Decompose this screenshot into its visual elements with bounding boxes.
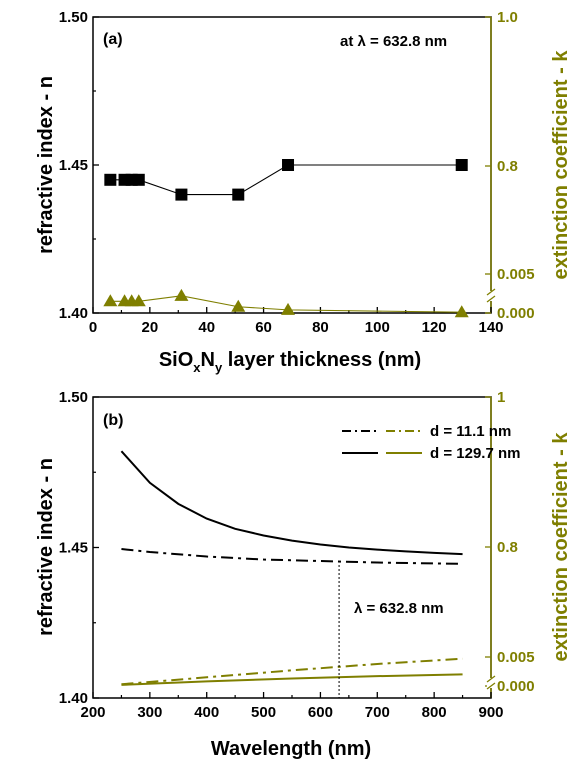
legend-label: d = 129.7 nm xyxy=(430,445,520,462)
y-tick-label: 1.45 xyxy=(59,157,88,174)
y-tick-label: 1.40 xyxy=(59,305,88,322)
panel-label: (a) xyxy=(103,31,123,48)
y-axis-label: refractive index - n xyxy=(35,458,57,636)
n-data-point xyxy=(455,159,468,171)
wavelength-annotation: λ = 632.8 nm xyxy=(354,600,444,617)
n-data-point xyxy=(132,173,145,186)
y-tick-label: 1.50 xyxy=(59,389,88,406)
n-curve xyxy=(120,450,463,556)
x-tick-label: 500 xyxy=(251,704,276,721)
x-tick-label: 80 xyxy=(312,319,329,336)
y-axis-label: refractive index - n xyxy=(35,76,57,254)
k-data-point xyxy=(174,288,189,301)
axis-break-gap xyxy=(487,678,495,688)
k-curve xyxy=(121,673,463,686)
n-data-point xyxy=(232,188,245,201)
x-tick-label: 200 xyxy=(80,704,105,721)
y2-axis-label: extinction coefficient - k xyxy=(550,50,572,280)
x-tick-label: 600 xyxy=(308,704,333,721)
k-data-point xyxy=(103,294,118,307)
y2-ticks: 0.8 1.0 0.000 0.005 xyxy=(485,9,535,322)
x-tick-label: 100 xyxy=(365,319,390,336)
x-tick-label: 40 xyxy=(198,319,215,336)
y-ticks: 1.40 1.45 1.50 xyxy=(59,9,99,322)
x-tick-label: 400 xyxy=(194,704,219,721)
y2-tick-label: 0.000 xyxy=(497,678,535,695)
y-tick-label: 1.50 xyxy=(59,9,88,26)
data-marks xyxy=(103,159,469,318)
panel-b: 200 300 400 500 600 700 800 900 1.40 1.45 1.50 0.… xyxy=(35,389,572,760)
y2-axis-label: extinction coefficient - k xyxy=(550,432,572,662)
y-tick-label: 1.40 xyxy=(59,690,88,707)
y-ticks: 1.40 1.45 1.50 xyxy=(59,389,99,707)
k-data-point xyxy=(454,305,469,318)
y2-tick-label: 0.000 xyxy=(497,305,535,322)
axis-break-mark xyxy=(486,295,496,303)
x-tick-label: 900 xyxy=(478,704,503,721)
n-data-point xyxy=(175,188,188,201)
legend-label: d = 11.1 nm xyxy=(430,423,511,440)
x-ticks: 0 20 40 60 80 100 120 140 xyxy=(89,307,504,336)
y2-ticks: 0.8 1 0.000 0.005 xyxy=(485,389,535,695)
y2-tick-label: 0.8 xyxy=(497,539,518,556)
y2-tick-label: 1 xyxy=(497,389,505,406)
y2-tick-label: 0.8 xyxy=(497,158,518,175)
x-tick-label: 700 xyxy=(365,704,390,721)
x-tick-label: 20 xyxy=(142,319,159,336)
x-axis-label: SiOxNy layer thickness (nm) xyxy=(159,349,421,375)
x-ticks: 200 300 400 500 600 700 800 900 xyxy=(80,692,504,721)
x-tick-label: 0 xyxy=(89,319,97,336)
plot-frame xyxy=(92,396,492,699)
n-data-point xyxy=(104,173,117,186)
k-data-point xyxy=(281,302,296,315)
axis-break-gap xyxy=(487,291,495,301)
panel-label: (b) xyxy=(103,412,123,429)
panel-a: 0 20 40 60 80 100 120 140 1.401.451.50 0.81.00.… xyxy=(35,9,572,375)
axis-break-mark xyxy=(486,288,496,296)
x-tick-label: 60 xyxy=(255,319,272,336)
y2-tick-label: 0.005 xyxy=(497,266,535,283)
k-data-point xyxy=(231,299,246,312)
y2-tick-label: 0.005 xyxy=(497,649,535,666)
k-curve xyxy=(121,657,463,686)
x-tick-label: 140 xyxy=(478,319,503,336)
n-curve xyxy=(121,548,463,565)
x-tick-label: 800 xyxy=(422,704,447,721)
axis-break-mark xyxy=(486,682,496,690)
x-axis-label: Wavelength (nm) xyxy=(211,738,371,760)
x-tick-label: 120 xyxy=(422,319,447,336)
axis-break-mark xyxy=(486,675,496,683)
y-tick-label: 1.45 xyxy=(59,540,88,557)
x-tick-label: 300 xyxy=(137,704,162,721)
k-data-point xyxy=(131,294,146,307)
legend: d = 11.1 nm d = 129.7 nm xyxy=(342,423,520,462)
y2-tick-label: 1.0 xyxy=(497,9,518,26)
annotation: at λ = 632.8 nm xyxy=(340,33,447,50)
n-data-point xyxy=(282,159,295,171)
data-lines xyxy=(120,450,463,698)
